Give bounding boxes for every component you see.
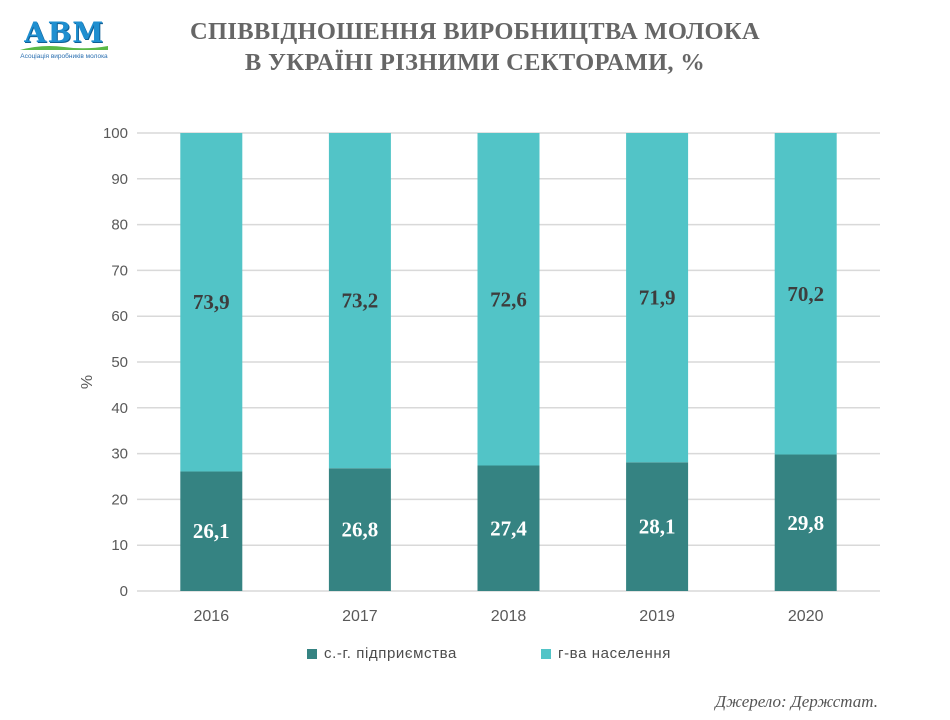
logo-text: АВМ <box>23 16 105 49</box>
x-tick-label: 2018 <box>491 608 527 625</box>
y-tick-label: 50 <box>111 354 128 371</box>
bar-label-households: 71,9 <box>639 286 676 310</box>
bar-segment <box>328 133 391 469</box>
bar-segment <box>477 465 540 591</box>
bar-label-enterprises: 28,1 <box>639 515 676 539</box>
chart-title-line-1: СПІВВІДНОШЕННЯ ВИРОБНИЦТВА МОЛОКА <box>190 18 760 45</box>
bar-segment <box>477 133 540 466</box>
legend-item-households: г-ва населення <box>541 645 671 662</box>
x-tick-label: 2016 <box>194 608 230 625</box>
bar-label-households: 73,2 <box>342 289 379 313</box>
y-tick-label: 80 <box>111 217 128 234</box>
x-tick-label: 2019 <box>639 608 675 625</box>
legend: с.-г. підприємства г-ва населення <box>0 645 950 665</box>
bar-segment <box>626 133 689 463</box>
bar-segment <box>774 133 837 455</box>
bar-label-enterprises: 27,4 <box>490 516 527 540</box>
bar-label-households: 73,9 <box>193 290 230 314</box>
bar-label-enterprises: 26,8 <box>342 518 379 542</box>
bar-segment <box>180 133 243 472</box>
y-tick-label: 70 <box>111 262 128 279</box>
y-axis-label: % <box>79 375 96 389</box>
y-tick-label: 90 <box>111 171 128 188</box>
chart-title-line-2: В УКРАЇНІ РІЗНИМИ СЕКТОРАМИ, % <box>244 49 706 76</box>
y-tick-label: 0 <box>120 583 128 600</box>
legend-swatch-enterprises <box>307 648 317 659</box>
bar-segment <box>180 471 243 591</box>
x-tick-label: 2020 <box>788 608 824 625</box>
legend-item-enterprises: с.-г. підприємства <box>307 645 457 662</box>
grass-icon <box>20 46 108 50</box>
y-tick-label: 40 <box>111 400 128 417</box>
x-tick-label: 2017 <box>342 608 378 625</box>
y-tick-label: 100 <box>103 125 128 142</box>
bar-segment <box>774 454 837 591</box>
logo: АВМ Асоціація виробників молока <box>14 14 114 64</box>
bar-segment <box>328 468 391 591</box>
legend-label-enterprises: с.-г. підприємства <box>324 645 457 662</box>
y-tick-label: 20 <box>111 491 128 508</box>
legend-swatch-households <box>541 648 551 659</box>
y-tick-label: 30 <box>111 446 128 463</box>
bar-label-enterprises: 29,8 <box>787 511 824 535</box>
y-tick-label: 60 <box>111 308 128 325</box>
legend-label-households: г-ва населення <box>558 645 671 662</box>
bar-label-households: 72,6 <box>490 287 527 311</box>
logo-subtitle: Асоціація виробників молока <box>20 53 108 60</box>
bar-label-enterprises: 26,1 <box>193 519 230 543</box>
y-tick-label: 10 <box>111 537 128 554</box>
bar-label-households: 70,2 <box>787 282 824 306</box>
bar-segment <box>626 462 689 591</box>
chart-title: СПІВВІДНОШЕННЯ ВИРОБНИЦТВА МОЛОКА В УКРА… <box>0 16 950 78</box>
source-note: Джерело: Держстат. <box>715 692 878 711</box>
